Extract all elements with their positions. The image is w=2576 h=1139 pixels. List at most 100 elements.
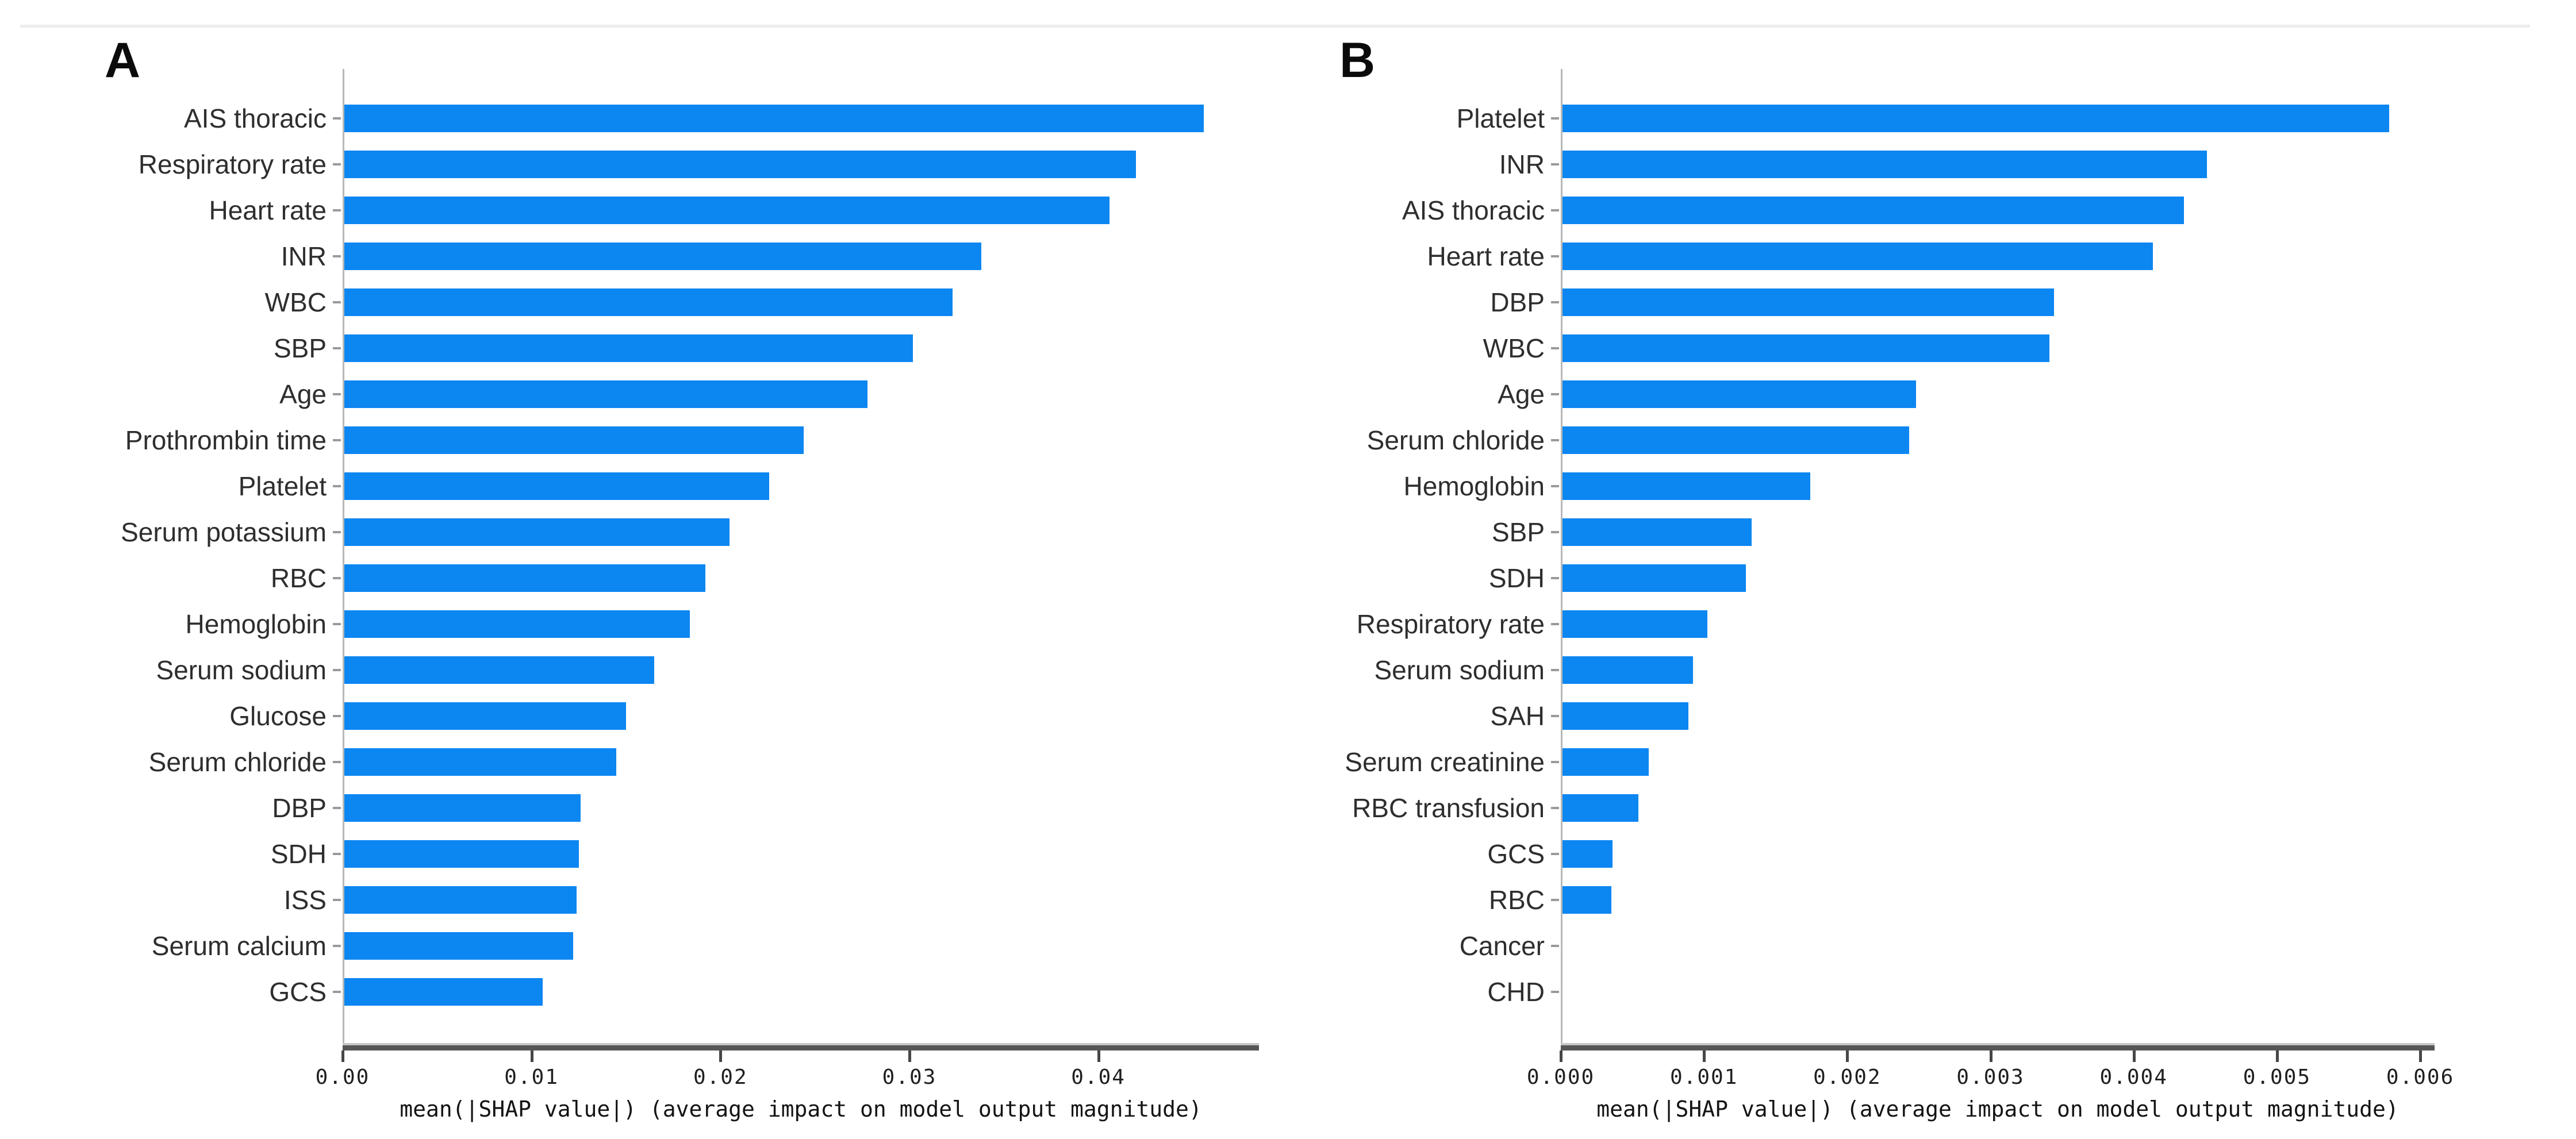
bar [344,978,543,1006]
bar [344,518,730,546]
y-tick-mark [1551,347,1559,349]
y-tick-mark [1551,117,1559,120]
y-tick-mark [1551,761,1559,763]
x-tick-mark [719,1051,723,1062]
x-tick-label: 0.004 [2099,1065,2168,1089]
chart-row: Hemoglobin [1404,463,2435,509]
chart-row: INR [1499,141,2435,187]
bar [344,702,626,730]
x-tick-label: 0.03 [882,1065,937,1089]
x-tick-label: 0.00 [315,1065,370,1089]
bar [344,334,913,362]
y-tick-mark [1551,945,1559,947]
chart-row: Platelet [239,463,1259,509]
y-axis-label: Serum creatinine [1345,747,1545,777]
y-axis-label: DBP [272,793,327,823]
y-tick-mark [1551,623,1559,625]
y-axis-label: Respiratory rate [138,149,327,179]
chart-row: Platelet [1457,95,2435,141]
y-tick-mark [1551,577,1559,579]
chart-row: Respiratory rate [139,141,1259,187]
bar [344,197,1110,224]
bar [1563,840,1613,868]
chart-row: GCS [269,969,1259,1015]
y-axis-label: AIS thoracic [184,103,327,133]
chart-row: CHD [1487,969,2435,1015]
bar [344,610,690,638]
y-tick-mark [1551,853,1559,855]
bar [1563,702,1689,730]
y-axis-label: Serum chloride [1366,425,1545,455]
chart-row: Age [279,371,1259,417]
y-axis-label: Heart rate [1427,241,1545,271]
y-tick-mark [333,439,341,441]
chart-row: ISS [284,877,1259,923]
panel-b-y-axis-line [1561,69,1563,1043]
chart-row: GCS [1487,831,2435,877]
y-axis-label: DBP [1490,287,1545,317]
y-tick-mark [1551,209,1559,211]
x-tick-mark [908,1051,911,1062]
y-axis-label: SAH [1490,701,1545,731]
y-axis-label: CHD [1487,977,1545,1007]
y-axis-label: Hemoglobin [185,609,327,639]
y-axis-label: ISS [283,885,327,915]
chart-row: WBC [265,279,1259,325]
x-tick-mark [1989,1051,1993,1062]
y-tick-mark [1551,485,1559,487]
panel-b-x-axis-line [1561,1043,2435,1051]
x-tick-label: 0.006 [2386,1065,2455,1089]
y-axis-label: Age [1498,379,1545,409]
rows: AIS thoracic Respiratory rate Heart rate IN… [121,95,1259,1015]
y-axis-label: Platelet [238,471,327,501]
x-tick-label: 0.01 [504,1065,559,1089]
chart-row: Hemoglobin [186,601,1259,647]
y-axis-label: SBP [273,333,327,363]
x-tick-mark [2275,1051,2279,1062]
x-tick-label: 0.005 [2243,1065,2312,1089]
y-tick-mark [333,577,341,579]
bar [1563,886,1611,914]
y-axis-label: RBC [1488,885,1545,915]
y-axis-label: Age [279,379,327,409]
y-axis-label: Prothrombin time [125,425,327,455]
y-tick-mark [1551,807,1559,809]
y-axis-label: WBC [264,287,327,317]
y-axis-label: Glucose [229,701,327,731]
bar [344,151,1137,178]
bar [1563,610,1707,638]
chart-row: Serum calcium [152,923,1259,969]
y-axis-label: AIS thoracic [1402,195,1545,225]
bar [344,656,654,684]
y-axis-label: RBC [270,563,327,593]
bar [344,886,577,914]
panel-a-title: A [105,33,141,88]
chart-row: Serum sodium [1374,647,2435,693]
panel-a-x-axis-label: mean(|SHAP value|) (average impact on mo… [400,1096,1202,1122]
y-tick-mark [1551,531,1559,533]
bar [1563,426,1910,454]
bar [344,564,705,592]
y-axis-label: Serum sodium [1374,655,1545,685]
panel-a-plot-area: AIS thoracic Respiratory rate Heart rate IN… [121,69,1259,1122]
y-tick-mark [1551,439,1559,441]
y-axis-label: RBC transfusion [1352,793,1545,823]
y-axis-label: Serum calcium [151,931,327,961]
chart-row: Cancer [1460,923,2435,969]
panel-b-plot-area: Platelet INR AIS thoracic Heart rate DBP WBC A… [1345,69,2453,1122]
y-tick-mark [1551,393,1559,395]
bar [344,243,981,270]
bar [344,472,770,500]
y-axis-label: Respiratory rate [1356,609,1545,639]
bar [1563,656,1693,684]
y-tick-mark [333,991,341,993]
y-tick-mark [1551,899,1559,901]
y-tick-mark [1551,255,1559,257]
x-tick-label: 0.002 [1813,1065,1882,1089]
y-tick-mark [333,163,341,166]
y-tick-mark [1551,301,1559,303]
panel-b-title: B [1339,33,1376,88]
chart-row: Heart rate [209,187,1259,233]
bar [1563,151,2208,178]
